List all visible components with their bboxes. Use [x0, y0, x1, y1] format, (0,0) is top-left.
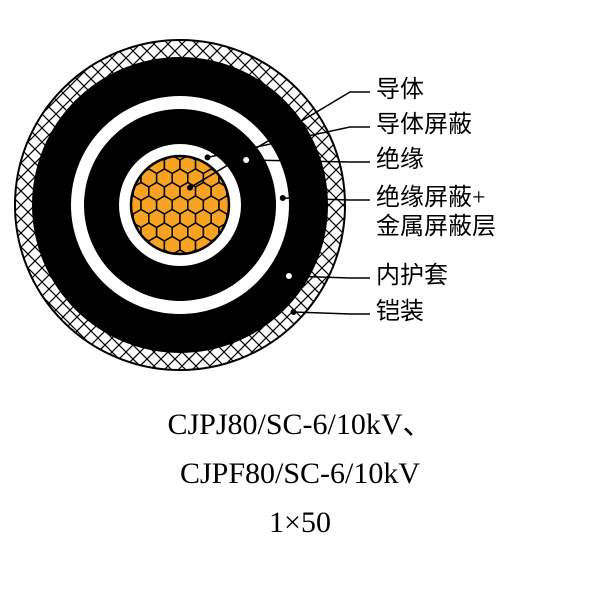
caption: CJPJ80/SC-6/10kV、 CJPF80/SC-6/10kV 1×50: [0, 400, 600, 547]
caption-line-3: 1×50: [0, 498, 600, 547]
label-inner-sheath: 内护套: [376, 262, 448, 291]
caption-line-2: CJPF80/SC-6/10kV: [0, 449, 600, 498]
label-armour: 铠装: [376, 298, 424, 327]
cable-svg: [0, 30, 600, 380]
label-insulation-screen: 绝缘屏蔽+金属屏蔽层: [376, 184, 496, 242]
cable-cross-section-diagram: 导体导体屏蔽绝缘绝缘屏蔽+金属屏蔽层内护套铠装: [0, 30, 600, 380]
label-conductor: 导体: [376, 76, 424, 105]
label-insulation: 绝缘: [376, 146, 424, 175]
label-conductor-screen: 导体屏蔽: [376, 111, 472, 140]
caption-line-1: CJPJ80/SC-6/10kV、: [0, 400, 600, 449]
